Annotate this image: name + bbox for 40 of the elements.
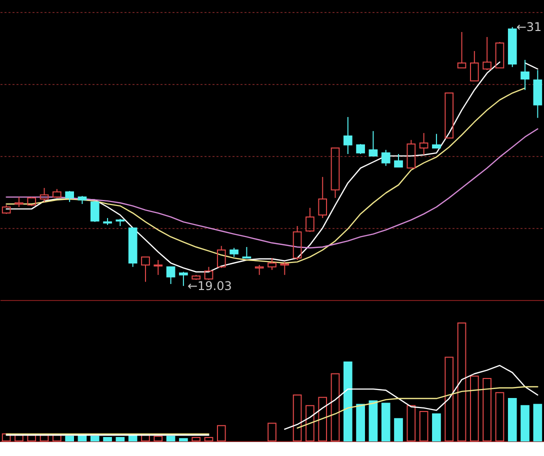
candlestick [520, 59, 530, 90]
bar [432, 413, 441, 442]
bar [179, 438, 188, 442]
bar [533, 404, 542, 442]
bar [368, 400, 378, 442]
bar [470, 376, 479, 442]
candlestick [343, 116, 352, 154]
candlestick [533, 70, 542, 118]
bar [103, 436, 112, 442]
bar [204, 436, 214, 442]
bar [508, 398, 517, 442]
bar [419, 411, 428, 442]
bar [444, 356, 454, 442]
candlestick [154, 259, 163, 276]
bar [356, 404, 365, 442]
bar [292, 394, 302, 442]
bar [482, 378, 492, 442]
bar [154, 436, 163, 442]
bar [520, 405, 530, 442]
bar [318, 396, 328, 442]
bar [268, 422, 276, 442]
bar [330, 373, 340, 442]
bar [457, 322, 466, 442]
bar [65, 436, 74, 442]
bar [343, 361, 352, 442]
bar [116, 436, 125, 442]
bar [192, 436, 201, 442]
candlestick [419, 132, 428, 156]
bar [166, 436, 176, 442]
bar [306, 405, 314, 442]
bar [216, 425, 226, 442]
bar [90, 436, 100, 442]
bar [406, 405, 416, 442]
bar [381, 402, 390, 442]
bar [128, 434, 138, 442]
bar [2, 433, 11, 442]
annotation: ←19.03 [187, 278, 232, 293]
bar [495, 392, 504, 442]
bar [394, 418, 403, 442]
annotation: ←31 [516, 20, 542, 34]
